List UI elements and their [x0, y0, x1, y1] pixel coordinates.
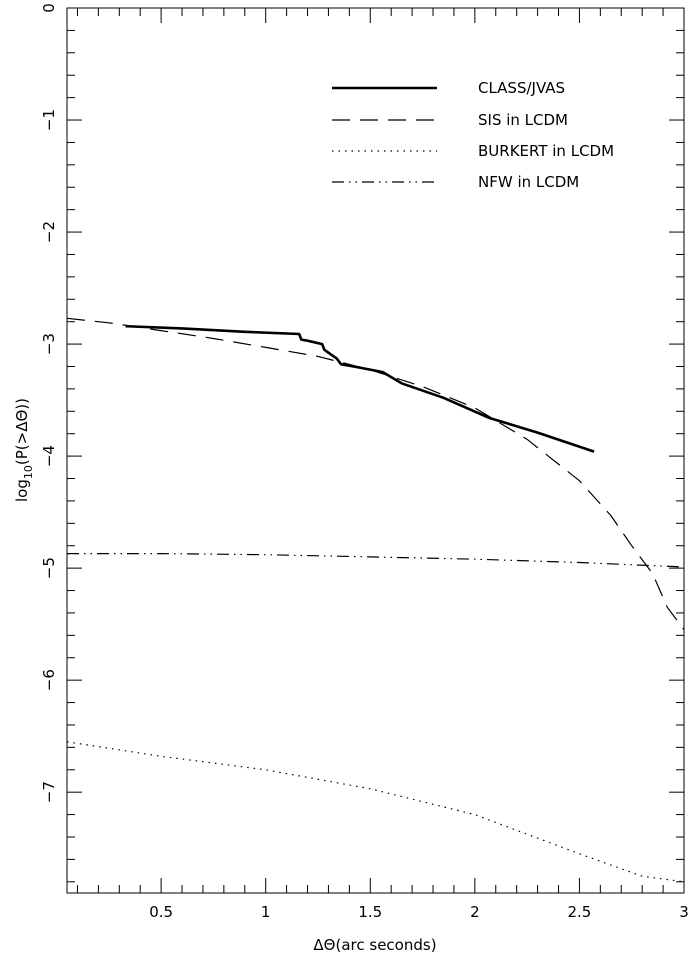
- y-tick-label: −3: [40, 333, 58, 355]
- x-tick-label: 2.5: [567, 903, 591, 921]
- y-tick-label: −6: [40, 669, 58, 691]
- legend-label: NFW in LCDM: [478, 173, 579, 191]
- y-axis-label-subscript: 10: [22, 465, 35, 479]
- y-tick-label: −7: [40, 781, 58, 803]
- legend-label: CLASS/JVAS: [478, 79, 565, 97]
- y-axis-label-prefix: log: [13, 479, 31, 502]
- y-tick-label: −2: [40, 221, 58, 243]
- x-tick-label: 2: [470, 903, 480, 921]
- series-line-0: [125, 324, 595, 453]
- y-tick-label: 0: [40, 3, 58, 13]
- x-tick-label: 3: [679, 903, 689, 921]
- series-clip-group: [66, 317, 685, 883]
- series-layer: [66, 317, 685, 883]
- x-tick-label: 1.5: [358, 903, 382, 921]
- legend: CLASS/JVAS SIS in LCDM BURKERT in LCDM NFW …: [332, 79, 614, 191]
- x-tick-label: 1: [261, 903, 271, 921]
- plot-frame: [66, 7, 685, 894]
- y-axis-label: log10(P(>ΔΘ)): [13, 398, 35, 502]
- y-axis-label-suffix: (P(>ΔΘ)): [13, 398, 31, 465]
- series-line-1: [66, 317, 685, 631]
- series-line-2: [66, 741, 685, 883]
- series-line-3: [67, 552, 685, 568]
- legend-label: BURKERT in LCDM: [478, 142, 614, 160]
- x-axis-label: ΔΘ(arc seconds): [313, 936, 436, 954]
- legend-label: SIS in LCDM: [478, 111, 568, 129]
- x-tick-label: 0.5: [149, 903, 173, 921]
- y-tick-label: −5: [40, 557, 58, 579]
- y-tick-label: −4: [40, 445, 58, 467]
- y-tick-label: −1: [40, 109, 58, 131]
- axis-ticks: 0.5 1 1.5 2 2.5 3 0 −1 −2 −3 −4 −5 −6 −7: [40, 3, 689, 921]
